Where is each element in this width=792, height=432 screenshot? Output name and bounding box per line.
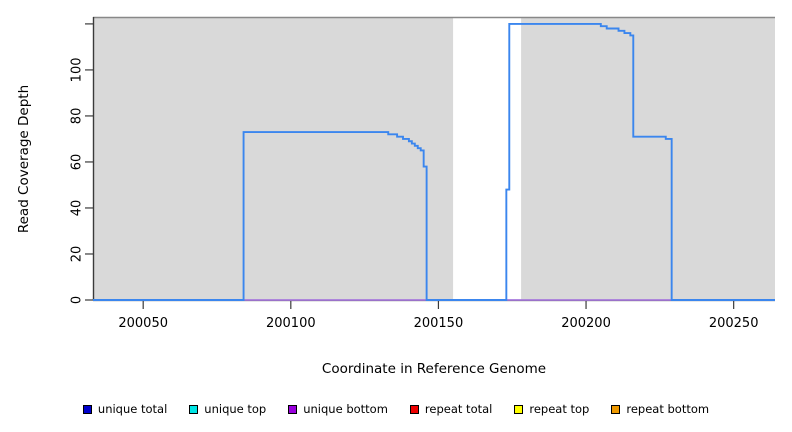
x-axis-tick-labels: 200050 200100 200150 200200 200250: [118, 316, 758, 331]
legend-item-unique-total[interactable]: unique total: [82, 402, 168, 416]
plot-panel-background: [93, 17, 775, 300]
data-series-group: [93, 22, 775, 301]
x-tick-label: 200250: [709, 316, 759, 331]
y-axis: 0 20 40 60 80 100: [70, 17, 95, 305]
legend-item-unique-top[interactable]: unique top: [189, 402, 266, 416]
x-tick-label: 200100: [266, 316, 316, 331]
legend-item-repeat-total[interactable]: repeat total: [409, 402, 493, 416]
y-tick-label: 40: [70, 200, 85, 217]
y-tick-label: 20: [70, 246, 85, 263]
legend-label: unique top: [204, 402, 267, 416]
x-axis-title: Coordinate in Reference Genome: [322, 361, 546, 377]
legend-label: repeat total: [424, 402, 493, 416]
legend-swatch-icon: [409, 404, 419, 414]
y-axis-title: Read Coverage Depth: [16, 85, 32, 233]
legend-swatch-icon: [288, 404, 298, 414]
legend-item-repeat-top[interactable]: repeat top: [514, 402, 589, 416]
x-axis: 200050 200100 200150 200200 200250: [93, 299, 775, 331]
x-tick-label: 200050: [118, 316, 168, 331]
legend-swatch-icon: [514, 404, 524, 414]
y-tick-label: 100: [70, 58, 85, 83]
legend-label: repeat bottom: [626, 402, 710, 416]
legend-label: unique total: [97, 402, 168, 416]
legend-label: repeat top: [529, 402, 590, 416]
series-line-unique-total: [93, 22, 775, 301]
y-axis-ticks: [85, 23, 93, 301]
x-tick-label: 200200: [561, 316, 611, 331]
legend-item-repeat-bottom[interactable]: repeat bottom: [611, 402, 709, 416]
y-tick-label: 0: [70, 296, 85, 304]
legend-label: unique bottom: [303, 402, 388, 416]
chart-legend: unique total unique top unique bottom repea…: [0, 398, 792, 420]
legend-swatch-icon: [82, 404, 92, 414]
legend-swatch-icon: [189, 404, 199, 414]
y-axis-tick-labels: 0 20 40 60 80 100: [70, 58, 85, 305]
x-tick-label: 200150: [414, 316, 464, 331]
y-tick-label: 60: [70, 154, 85, 171]
x-axis-ticks: [142, 301, 735, 309]
legend-swatch-icon: [611, 404, 621, 414]
y-tick-label: 80: [70, 108, 85, 125]
legend-item-unique-bottom[interactable]: unique bottom: [288, 402, 388, 416]
